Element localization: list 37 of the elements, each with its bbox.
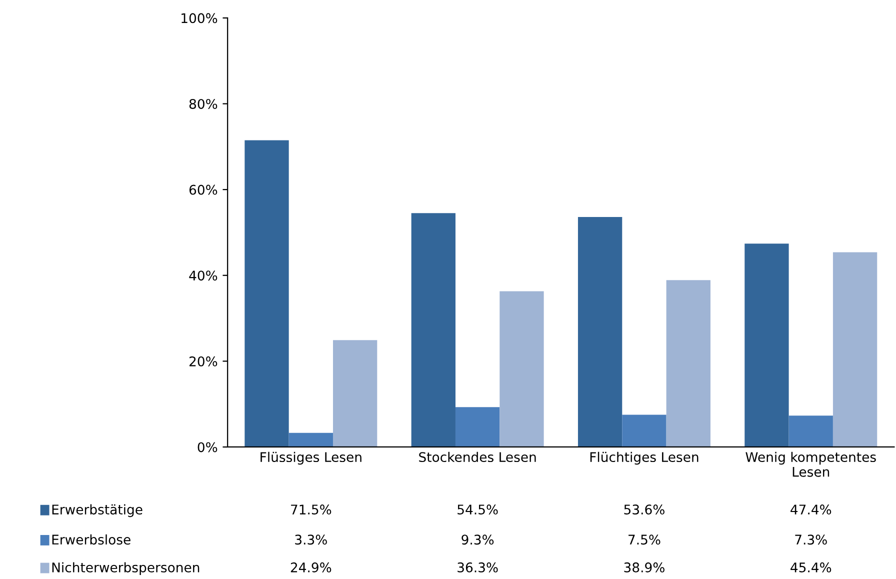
bar [832, 252, 878, 447]
data-label: 53.6% [624, 504, 664, 515]
bar [788, 416, 833, 447]
data-label: 45.4% [790, 562, 832, 572]
bar [622, 414, 666, 447]
y-tick-label: 80% [189, 98, 218, 109]
bar [500, 291, 544, 447]
data-label: 7.5% [628, 534, 660, 545]
bar [332, 340, 378, 447]
data-label: 38.9% [624, 562, 664, 572]
data-label: 9.3% [462, 534, 494, 545]
data-label: 36.3% [458, 562, 498, 572]
data-label: 47.4% [790, 504, 832, 515]
y-tick-label: 100% [182, 13, 218, 24]
bar [744, 244, 789, 447]
legend-label: Erwerbslose [52, 534, 130, 545]
data-label: 3.3% [295, 534, 327, 545]
bar [411, 213, 456, 447]
bar [244, 140, 289, 447]
bar [666, 280, 710, 447]
bar [288, 432, 333, 447]
x-tick-label: Stockendes Lesen [419, 452, 536, 462]
data-label: 71.5% [291, 504, 332, 515]
data-label: 7.3% [795, 534, 827, 545]
legend-label: Nichterwerbspersonen [52, 562, 200, 575]
bar [578, 217, 622, 447]
bar [455, 407, 500, 447]
x-tick-label: Flüssiges Lesen [260, 452, 362, 465]
x-tick-label: Wenig kompetentes Lesen [746, 452, 876, 477]
data-label: 54.5% [458, 504, 498, 515]
y-tick-label: 40% [189, 270, 218, 281]
x-tick-label: Flüchtiges Lesen [590, 452, 698, 465]
y-tick-label: 60% [189, 184, 218, 195]
data-label: 24.9% [290, 562, 332, 572]
legend-label: Erwerbstätige [52, 504, 142, 518]
y-tick-label: 0% [198, 442, 218, 452]
y-tick-label: 20% [190, 356, 218, 366]
